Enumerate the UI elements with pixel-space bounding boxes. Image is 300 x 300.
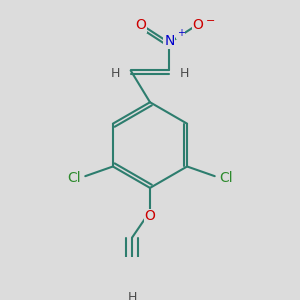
- Text: O: O: [192, 18, 203, 32]
- Text: Cl: Cl: [67, 170, 80, 184]
- Text: +: +: [177, 28, 185, 38]
- Text: O: O: [145, 209, 155, 224]
- Text: −: −: [206, 16, 215, 26]
- Text: N: N: [164, 34, 175, 48]
- Text: H: H: [111, 67, 120, 80]
- Text: H: H: [180, 67, 189, 80]
- Text: H: H: [128, 291, 137, 300]
- Text: O: O: [135, 18, 146, 32]
- Text: Cl: Cl: [220, 170, 233, 184]
